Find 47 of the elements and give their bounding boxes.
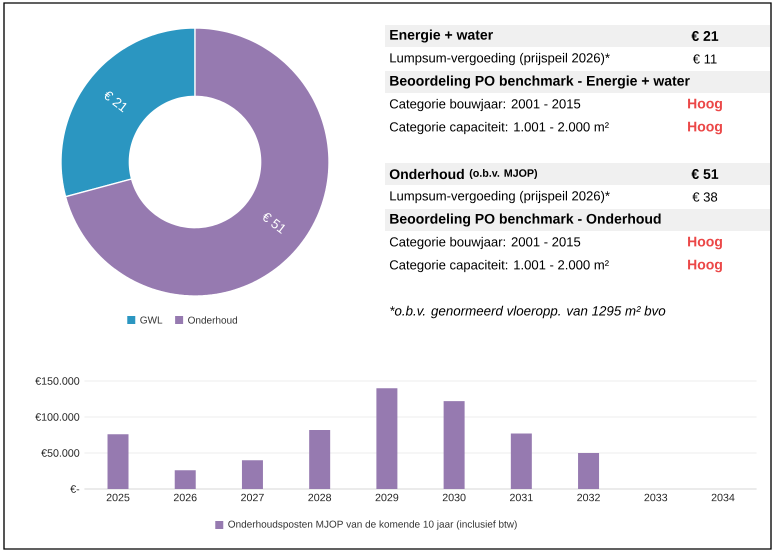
- y-tick-label: €50.000: [41, 449, 80, 457]
- text: Categorie capaciteit: 1.001 - 2.000 m²: [390, 122, 609, 134]
- text: € 21: [691, 31, 718, 41]
- x-tick-label: 2031: [510, 494, 533, 502]
- text: Energie + water: [390, 29, 493, 43]
- text: (o.b.v. MJOP): [470, 169, 538, 179]
- x-tick-label: 2034: [712, 494, 735, 502]
- text: Hoog: [688, 122, 722, 134]
- bar: [578, 453, 600, 489]
- text: *o.b.v. genormeerd vloeropp. van 1295 m² bvo: [390, 306, 666, 318]
- text: Categorie bouwjaar: 2001 - 2015: [390, 98, 580, 112]
- x-tick-label: 2032: [577, 494, 600, 502]
- bar: [444, 401, 465, 489]
- text: Categorie bouwjaar: 2001 - 2015: [390, 236, 580, 250]
- x-tick-label: 2030: [442, 494, 466, 502]
- legend-label: GWL: [140, 316, 162, 324]
- x-tick-label: 2028: [308, 494, 332, 502]
- bar: [242, 460, 263, 489]
- text: Categorie capaciteit: 1.001 - 2.000 m²: [390, 260, 609, 272]
- x-tick-label: 2026: [174, 494, 197, 502]
- text: Lumpsum-vergoeding (prijspeil 2026)*: [390, 190, 610, 204]
- text: Hoog: [688, 260, 722, 272]
- text: Beoordeling PO benchmark - Energie + water: [390, 75, 690, 89]
- x-tick-label: 2027: [241, 494, 264, 502]
- text: Beoordeling PO benchmark - Onderhoud: [390, 213, 661, 227]
- data-label: € 51: [263, 213, 285, 234]
- bar: [108, 434, 129, 489]
- bar: [309, 430, 330, 489]
- legend-label: Onderhoudsposten MJOP van de komende 10 jaar (inclusief btw): [228, 520, 517, 530]
- text: € 38: [692, 192, 718, 202]
- y-tick-label: €-: [70, 485, 80, 493]
- text: Hoog: [688, 236, 722, 250]
- bar: [510, 434, 532, 489]
- text: € 51: [691, 169, 718, 179]
- bar: [376, 388, 398, 489]
- x-tick-label: 2033: [644, 494, 668, 502]
- y-tick-label: €150.000: [35, 377, 80, 385]
- bar: [174, 470, 196, 489]
- data-label: € 21: [104, 92, 127, 112]
- text: Lumpsum-vergoeding (prijspeil 2026)*: [390, 52, 610, 66]
- y-tick-label: €100.000: [35, 413, 80, 421]
- text: Hoog: [688, 98, 722, 112]
- x-tick-label: 2029: [376, 494, 398, 502]
- text: € 11: [692, 54, 717, 64]
- text: Onderhoud: [390, 168, 464, 180]
- legend-label: Onderhoud: [188, 316, 238, 324]
- x-tick-label: 2025: [106, 494, 130, 502]
